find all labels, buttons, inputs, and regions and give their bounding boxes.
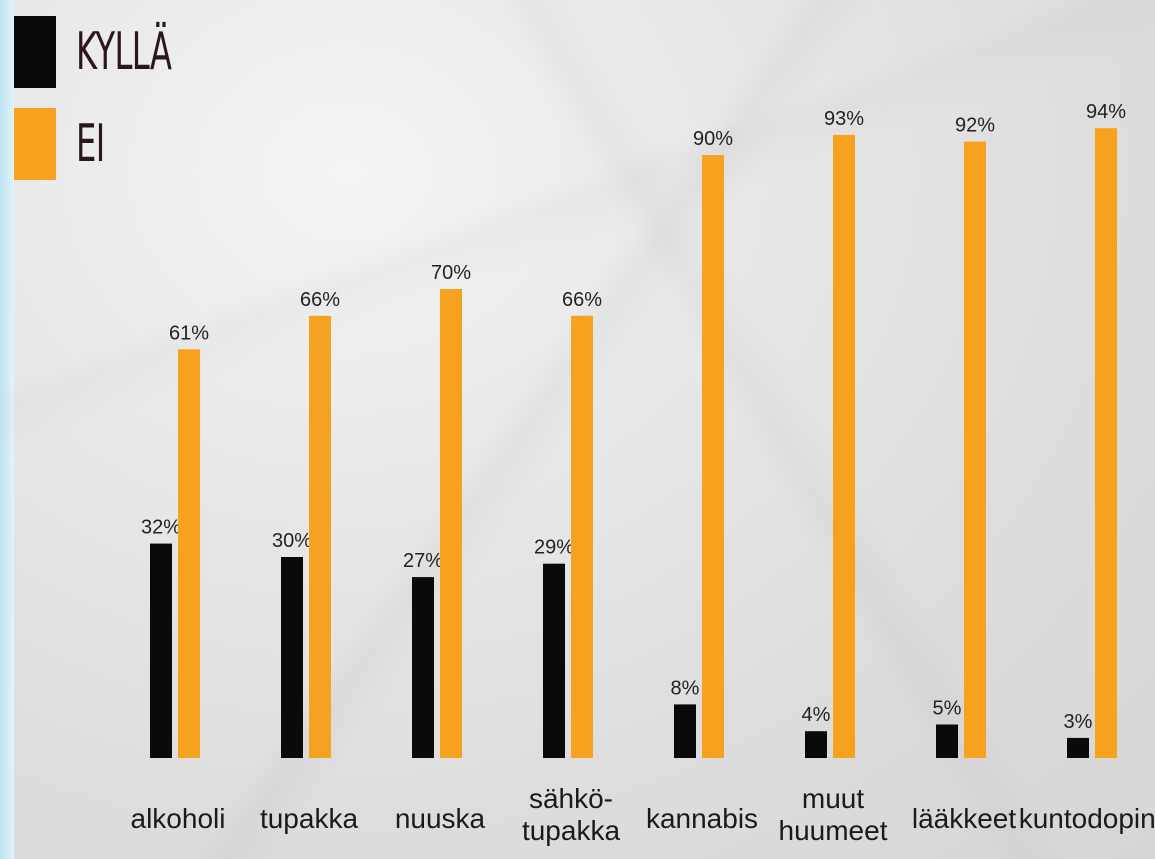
value-label-yes-1: 30% — [272, 530, 312, 552]
category-label-5: muut huumeet — [779, 783, 888, 846]
bar-yes-7 — [1067, 737, 1089, 758]
category-label-1: tupakka — [260, 803, 358, 834]
bar-no-5 — [833, 134, 855, 758]
bar-no-1 — [309, 315, 331, 758]
legend-swatch-yes — [14, 16, 56, 88]
bar-yes-3 — [543, 563, 565, 758]
bar-no-0 — [178, 349, 200, 758]
legend-item-yes: KYLLÄ — [14, 16, 314, 96]
category-label-6: lääkkeet — [912, 803, 1017, 834]
bar-yes-1 — [281, 557, 303, 758]
value-label-yes-2: 27% — [403, 550, 443, 572]
value-label-yes-5: 4% — [802, 704, 831, 726]
value-label-yes-7: 3% — [1064, 711, 1093, 733]
bar-no-4 — [702, 155, 724, 758]
bar-yes-5 — [805, 731, 827, 758]
bar-yes-4 — [674, 704, 696, 758]
value-label-no-1: 66% — [300, 289, 340, 311]
value-label-yes-3: 29% — [534, 537, 574, 559]
legend-label-yes: KYLLÄ — [76, 22, 172, 82]
legend-swatch-no — [14, 108, 56, 180]
bar-yes-0 — [150, 543, 172, 758]
value-label-no-0: 61% — [169, 322, 209, 344]
legend-label-no: EI — [76, 114, 105, 174]
category-label-0: alkoholi — [131, 803, 226, 834]
value-label-yes-6: 5% — [933, 698, 962, 720]
left-edge-strip — [0, 0, 14, 859]
value-label-no-4: 90% — [693, 128, 733, 150]
bar-no-2 — [440, 289, 462, 758]
category-label-7: kuntodoping — [1019, 803, 1155, 834]
category-label-4: kannabis — [646, 803, 758, 834]
value-label-no-7: 94% — [1086, 101, 1126, 123]
bar-yes-6 — [936, 724, 958, 758]
bar-yes-2 — [412, 577, 434, 758]
bar-no-7 — [1095, 128, 1117, 758]
value-label-no-5: 93% — [824, 108, 864, 130]
value-label-no-6: 92% — [955, 115, 995, 137]
value-label-no-3: 66% — [562, 289, 602, 311]
legend-item-no: EI — [14, 108, 314, 188]
category-label-3: sähkö-tupakka — [522, 783, 620, 846]
category-label-2: nuuska — [395, 803, 486, 834]
bar-no-6 — [964, 141, 986, 759]
bar-no-3 — [571, 315, 593, 758]
value-label-yes-0: 32% — [141, 517, 181, 539]
value-label-yes-4: 8% — [671, 677, 700, 699]
value-label-no-2: 70% — [431, 262, 471, 284]
